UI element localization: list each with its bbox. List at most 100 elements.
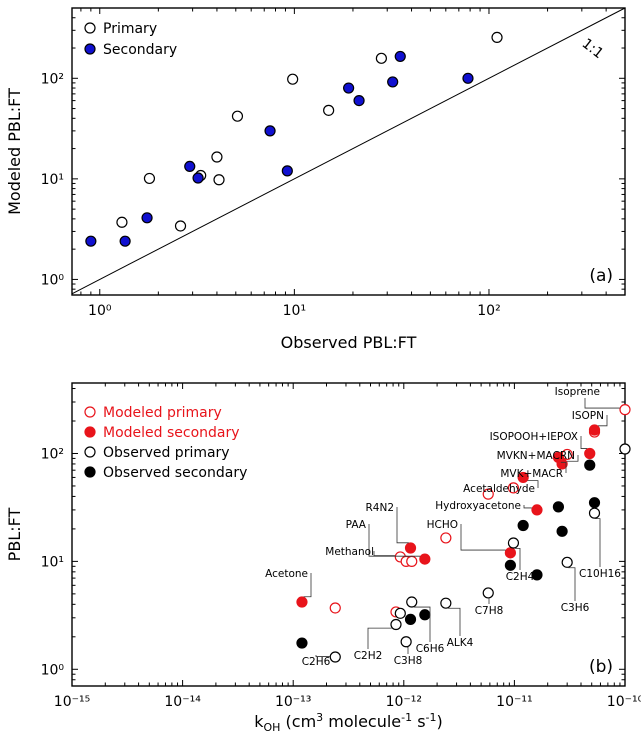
observed-secondary-point <box>588 497 601 509</box>
annotation-label: C2H6 <box>302 656 331 668</box>
panel-b: 10⁻¹⁵ 10⁻¹⁴ 10⁻¹³ 10⁻¹² 10⁻¹¹ 10⁻¹⁰ 10⁰ 10¹ 10² P… <box>5 382 641 732</box>
observed-secondary-point <box>504 559 516 571</box>
x-tick-label: 10⁻¹³ <box>275 694 311 710</box>
observed-primary-point <box>561 556 573 568</box>
observed-secondary-point <box>584 459 596 471</box>
legend-marker <box>84 43 96 55</box>
modeled-primary-point <box>482 488 494 500</box>
primary-point <box>287 73 299 85</box>
legend-marker <box>84 466 96 478</box>
observed-primary-point <box>507 537 520 549</box>
x-tick-label: 10⁻¹² <box>386 694 422 710</box>
annotation-label: C6H6 <box>416 643 445 655</box>
x-axis-title-part: s <box>412 712 425 731</box>
y-tick-label: 10¹ <box>41 172 64 188</box>
observed-secondary-point <box>531 569 543 581</box>
legend-label: Observed secondary <box>103 465 247 481</box>
annotation-label: PAA <box>346 519 367 531</box>
x-axis-title-part: -1 <box>401 711 412 724</box>
modeled-secondary-point <box>404 542 417 554</box>
one-to-one-line <box>71 7 626 295</box>
secondary-point <box>387 76 399 88</box>
observed-primary-point <box>329 651 341 663</box>
panel-a: 10⁰ 10¹ 10² 10⁰ 10¹ 10² Modeled PBL:FT (a) Obser… <box>5 7 626 352</box>
observed-primary-point <box>390 618 402 631</box>
annotation-leader <box>580 436 588 449</box>
annotation-label: Acetaldehyde <box>463 483 535 495</box>
annotation-label: C2H2 <box>354 650 383 662</box>
observed-primary-point <box>400 636 412 648</box>
plot-frame <box>71 382 626 687</box>
modeled-secondary-point <box>531 504 543 516</box>
annotation-leader <box>414 606 431 642</box>
modeled-primary-point <box>619 404 631 416</box>
legend-marker <box>84 22 96 34</box>
annotation-label: R4N2 <box>365 502 394 514</box>
x-tick-label: 10⁻¹¹ <box>496 694 532 710</box>
x-tick-label: 10⁻¹⁴ <box>164 694 201 710</box>
legend-label: Secondary <box>103 42 177 58</box>
legend-label: Observed primary <box>103 445 230 461</box>
secondary-point <box>119 235 131 247</box>
y-tick-label: 10² <box>41 71 64 87</box>
secondary-point <box>462 72 474 84</box>
secondary-point <box>141 212 153 224</box>
annotation-leader <box>568 567 576 601</box>
modeled-primary-point <box>440 532 452 544</box>
modeled-secondary-point <box>517 471 529 484</box>
primary-point <box>174 220 187 232</box>
x-axis-title-part: (cm <box>280 712 316 731</box>
annotation-label: C3H8 <box>394 655 423 667</box>
annotation-leader <box>523 505 532 509</box>
secondary-point <box>281 165 293 177</box>
annotation-label: HCHO <box>427 519 458 531</box>
y-axis-title: PBL:FT <box>5 507 24 561</box>
annotation-label: Hydroxyacetone <box>435 500 521 512</box>
annotation-label: MVKN+MACRN <box>497 450 575 462</box>
observed-primary-point <box>588 507 601 519</box>
primary-point <box>213 174 225 186</box>
x-axis-title-part: -1 <box>426 711 437 724</box>
primary-point <box>116 216 128 228</box>
primary-point <box>375 52 387 64</box>
secondary-point <box>343 82 355 94</box>
annotation-label: ISOPOOH+IEPOX <box>490 431 578 443</box>
observed-secondary-point <box>419 609 431 621</box>
annotation-leader <box>460 524 506 551</box>
secondary-point <box>394 50 406 63</box>
y-tick-label: 10¹ <box>41 554 64 570</box>
modeled-primary-point <box>329 602 341 614</box>
y-axis-title: Modeled PBL:FT <box>5 88 24 215</box>
primary-point <box>211 151 223 163</box>
x-axis-title: Observed PBL:FT <box>281 333 417 352</box>
annotation-label: C10H16 <box>579 568 621 580</box>
primary-point <box>231 110 244 122</box>
one-to-one-label: 1:1 <box>579 36 607 62</box>
observed-secondary-point <box>296 637 308 649</box>
plot-frame <box>71 7 626 296</box>
annotation-label: MVK+MACR <box>500 468 563 480</box>
annotation-leader <box>368 524 421 557</box>
annotation-label: Isoprene <box>555 386 600 398</box>
primary-point <box>323 104 335 116</box>
panel-label: (a) <box>589 266 613 286</box>
secondary-point <box>353 95 365 107</box>
x-axis-title-part: k <box>254 712 264 731</box>
annotation-leader <box>566 455 579 462</box>
y-tick-label: 10⁰ <box>41 662 65 678</box>
annotation-label: C2H4 <box>506 571 535 583</box>
modeled-secondary-point <box>504 547 516 559</box>
observed-primary-point <box>619 443 631 455</box>
legend-label: Modeled secondary <box>103 425 240 441</box>
annotation-label: ISOPN <box>572 410 604 422</box>
modeled-secondary-point <box>588 424 601 436</box>
x-tick-label: 10¹ <box>283 303 306 319</box>
legend-marker <box>84 426 96 438</box>
annotation-leader <box>406 646 409 654</box>
x-tick-label: 10² <box>477 303 500 319</box>
annotation-leader <box>373 551 395 557</box>
modeled-primary-point <box>406 555 418 567</box>
annotation-leader <box>303 573 312 598</box>
observed-secondary-point <box>517 519 529 532</box>
primary-point <box>491 31 503 44</box>
